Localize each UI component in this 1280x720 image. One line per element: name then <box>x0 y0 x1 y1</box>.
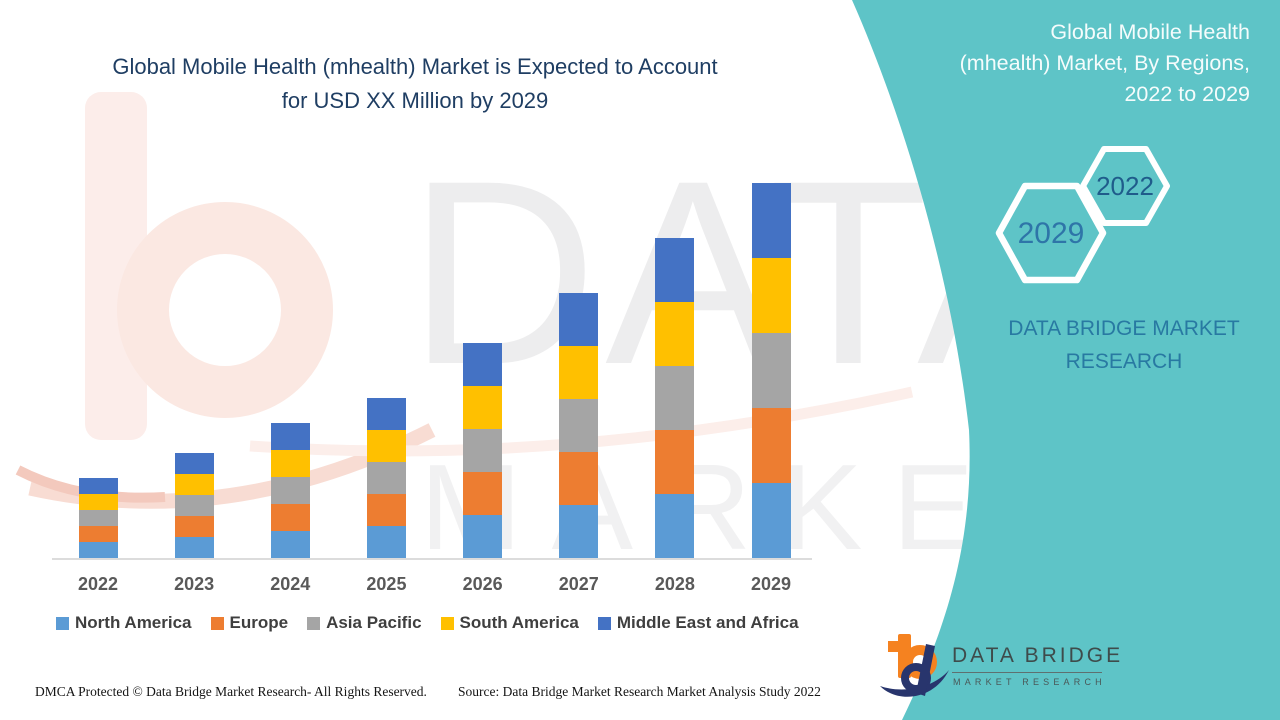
legend-label: Europe <box>229 613 289 632</box>
banner-title-line: Global Mobile Health <box>1050 20 1250 44</box>
x-axis-line <box>52 558 812 560</box>
source-note: Source: Data Bridge Market Research Mark… <box>458 684 821 699</box>
legend-label: South America <box>459 613 579 632</box>
bar-2025 <box>366 398 406 558</box>
legend-label: North America <box>75 613 192 632</box>
watermark-b-stem <box>85 92 147 440</box>
bar-segment-2023-asia-pacific <box>174 495 214 516</box>
chart-legend: North America Europe Asia Pacific South Ame… <box>56 613 799 633</box>
x-axis-label-2024: 2024 <box>270 574 311 594</box>
bar-segment-2024-middle-east-and-africa <box>270 423 310 450</box>
legend-swatch-icon <box>56 616 69 630</box>
bar-segment-2024-asia-pacific <box>270 477 310 504</box>
banner-title-line: (mhealth) Market, By Regions, <box>959 51 1250 75</box>
legend-item-south-america: South America <box>440 613 579 633</box>
x-axis-label-2028: 2028 <box>654 574 695 594</box>
legend-item-asia-pacific: Asia Pacific <box>307 613 422 633</box>
bar-segment-2023-south-america <box>174 474 214 495</box>
legend-swatch-icon <box>440 616 454 630</box>
bar-2022 <box>78 478 118 558</box>
legend-item-middle-east-and-africa: Middle East and Africa <box>597 613 799 633</box>
bar-segment-2024-europe <box>270 504 310 531</box>
bar-2024 <box>270 423 310 558</box>
watermark-swoosh-1 <box>28 423 436 509</box>
chart-title-line: Global Mobile Health (mhealth) Market is… <box>112 54 718 79</box>
legend-label: Middle East and Africa <box>616 613 799 632</box>
logo-underline <box>952 672 1102 673</box>
legend-swatch-icon <box>307 616 321 630</box>
bar-segment-2022-north-america <box>78 542 118 558</box>
banner-title: Global Mobile Health (mhealth) Market, By… <box>905 17 1250 110</box>
x-axis-label-2027: 2027 <box>558 574 599 594</box>
bar-segment-2025-asia-pacific <box>366 462 406 494</box>
bar-segment-2024-north-america <box>270 531 310 558</box>
bar-segment-2025-north-america <box>366 526 406 558</box>
watermark-text-marketresearch: MARKET RESEARCH <box>420 439 1280 575</box>
bar-segment-2023-north-america <box>174 537 214 558</box>
x-axis-label-2025: 2025 <box>366 574 407 594</box>
legend-label: Asia Pacific <box>326 613 422 632</box>
bar-segment-2022-south-america <box>78 494 118 510</box>
bar-2023 <box>174 453 214 558</box>
logo-wordmark: DATA BRIDGE <box>952 644 1124 667</box>
watermark-b-bowl <box>117 202 333 418</box>
banner-title-line: 2022 to 2029 <box>1124 82 1250 106</box>
bar-segment-2023-europe <box>174 516 214 537</box>
watermark-swoosh-3 <box>15 465 166 503</box>
legend-swatch-icon <box>210 616 224 630</box>
databridge-logo: DATA BRIDGE MARKET RESEARCH <box>876 628 1120 704</box>
bar-segment-2023-middle-east-and-africa <box>174 453 214 474</box>
legend-swatch-icon <box>597 616 611 630</box>
hexagon-year-2029: 2029 <box>1017 217 1085 250</box>
bar-segment-2025-europe <box>366 494 406 526</box>
legend-item-north-america: North America <box>56 613 192 633</box>
x-axis-label-2022: 2022 <box>77 574 119 594</box>
bar-segment-2022-asia-pacific <box>78 510 118 526</box>
banner-brand-text: DATA BRIDGE MARKET RESEARCH <box>1008 317 1240 373</box>
bar-segment-2022-middle-east-and-africa <box>78 478 118 494</box>
dmca-notice: DMCA Protected © Data Bridge Market Rese… <box>35 684 427 699</box>
bar-segment-2024-south-america <box>270 450 310 477</box>
chart-title: Global Mobile Health (mhealth) Market is… <box>60 50 770 118</box>
x-axis-label-2029: 2029 <box>751 574 792 594</box>
bar-segment-2025-middle-east-and-africa <box>366 398 406 430</box>
logo-subtext: MARKET RESEARCH <box>953 677 1106 687</box>
x-axis-label-2023: 2023 <box>174 574 215 594</box>
bar-segment-2022-europe <box>78 526 118 542</box>
x-axis-label-2026: 2026 <box>462 574 503 594</box>
legend-item-europe: Europe <box>210 613 289 633</box>
databridge-logo-mark-icon <box>880 634 949 697</box>
hexagon-year-2022: 2022 <box>1096 171 1154 201</box>
bar-segment-2025-south-america <box>366 430 406 462</box>
chart-title-line: for USD XX Million by 2029 <box>281 88 549 113</box>
